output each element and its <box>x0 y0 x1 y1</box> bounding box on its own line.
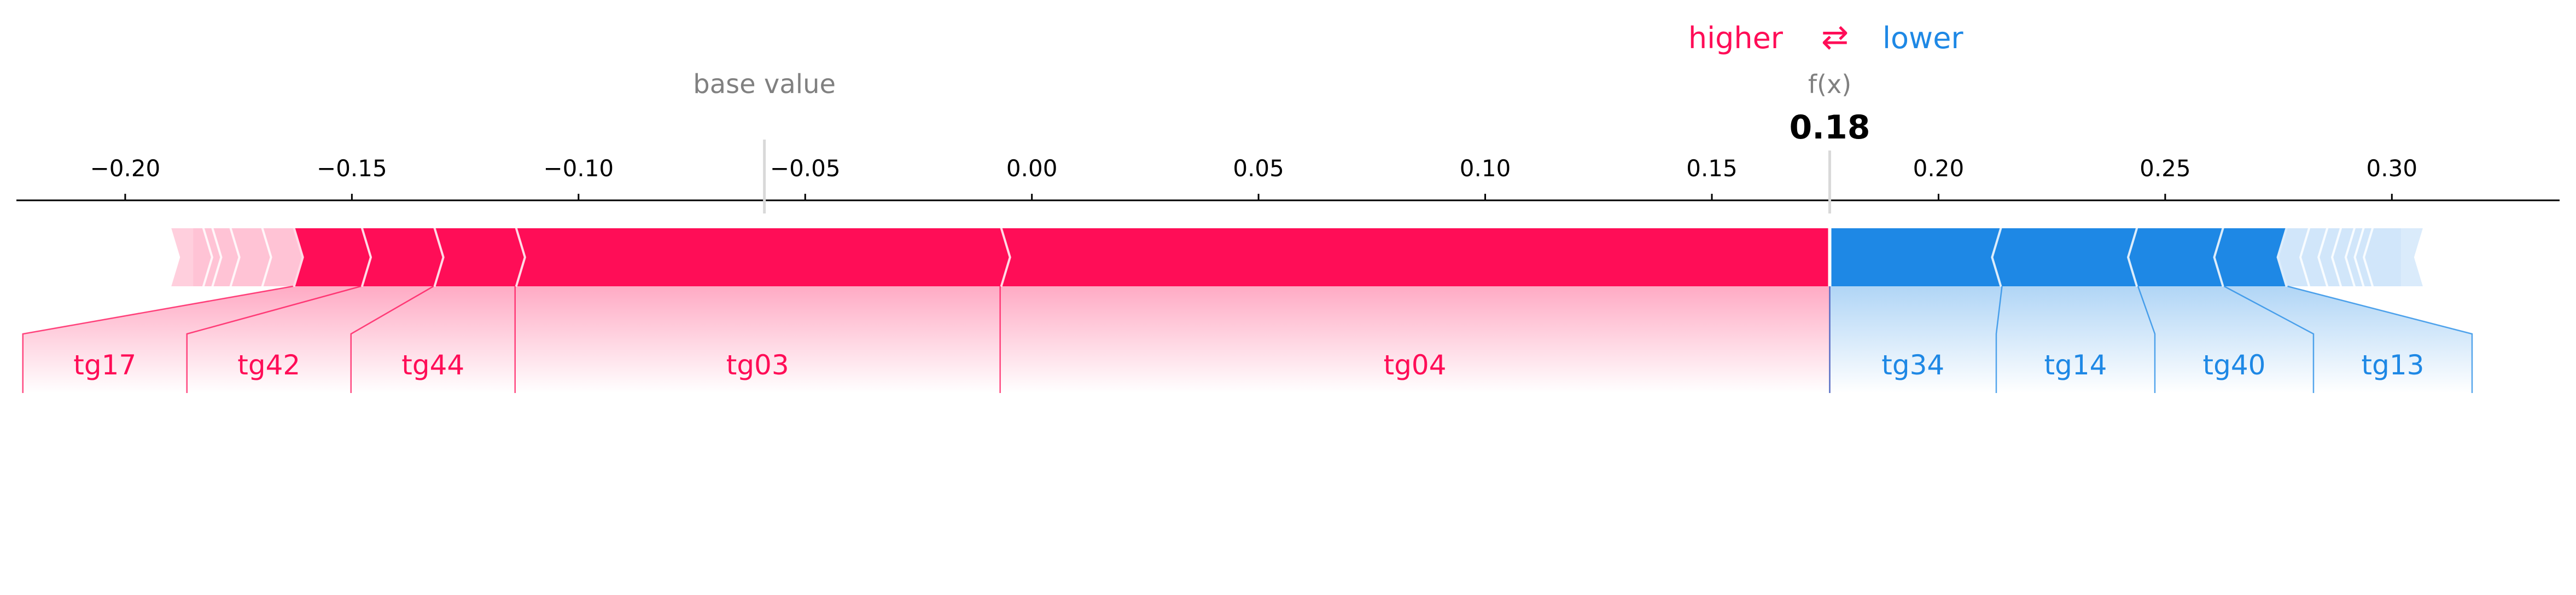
output-value: 0.18 <box>1789 108 1870 147</box>
label-gradient-area <box>187 286 434 393</box>
value-markers: base value f(x) 0.18 <box>693 69 1870 213</box>
feature-label-tg42: tg42 <box>237 349 300 381</box>
bar-segment-positive <box>515 228 1009 286</box>
bar-segment-negative <box>2278 228 2311 286</box>
bar-segment-positive <box>193 228 211 286</box>
bar-segment-positive <box>293 228 370 286</box>
bar-segment-negative <box>2129 228 2224 286</box>
x-tick-label: 0.20 <box>1913 155 1965 182</box>
x-tick-label: 0.00 <box>1006 155 1058 182</box>
x-tick-label: −0.20 <box>90 155 161 182</box>
legend-higher-label: higher <box>1688 21 1784 55</box>
label-gradient-area <box>1000 286 1830 393</box>
bar-segment-negative <box>1829 228 2002 286</box>
label-connector <box>22 285 293 393</box>
label-gradient-area <box>515 286 1000 393</box>
x-tick-label: −0.10 <box>543 155 614 182</box>
label-gradient-area <box>1996 286 2155 393</box>
x-tick-label: 0.30 <box>2367 155 2418 182</box>
force-bar <box>171 227 2423 287</box>
feature-label-tg03: tg03 <box>726 349 789 381</box>
x-tick-label: 0.15 <box>1686 155 1738 182</box>
x-tick-label: −0.05 <box>770 155 841 182</box>
label-connector <box>1995 286 2003 393</box>
x-tick-label: 0.25 <box>2140 155 2191 182</box>
bar-segment-positive <box>1000 228 1830 286</box>
label-gradient-area <box>22 286 361 393</box>
feature-label-tg14: tg14 <box>2044 349 2107 381</box>
feature-labels: tg04 tg03 tg44 tg42 tg17 tg34 tg14 tg40 tg13 <box>22 285 2473 393</box>
bar-end-cap-negative <box>2392 228 2423 286</box>
feature-label-tg40: tg40 <box>2203 349 2266 381</box>
x-tick-label: 0.05 <box>1233 155 1284 182</box>
base-value-label: base value <box>693 69 836 100</box>
x-axis: −0.20 −0.15 −0.10 −0.05 0.00 0.05 0.10 0.15 0.20… <box>16 155 2560 201</box>
output-label: f(x) <box>1808 70 1851 99</box>
bar-segment-negative <box>1993 228 2138 286</box>
label-gradient-area <box>2224 286 2472 393</box>
legend: higher ⇄ lower <box>1688 18 1964 56</box>
label-gradients <box>22 286 2472 393</box>
feature-label-tg17: tg17 <box>73 349 136 381</box>
feature-label-tg13: tg13 <box>2362 349 2425 381</box>
x-tick-label: −0.15 <box>317 155 387 182</box>
label-connector <box>186 285 362 393</box>
legend-arrow-icon: ⇄ <box>1821 18 1849 56</box>
feature-label-tg44: tg44 <box>401 349 464 381</box>
legend-lower-label: lower <box>1883 21 1963 55</box>
bar-segment-negative <box>2301 228 2329 286</box>
label-connector <box>2287 285 2473 393</box>
label-gradient-area <box>2138 286 2313 393</box>
bar-segment-positive <box>211 228 238 286</box>
label-gradient-area <box>351 286 515 393</box>
label-gradient-area <box>1829 286 2002 393</box>
feature-label-tg34: tg34 <box>1881 349 1944 381</box>
bar-segment-positive <box>360 228 442 286</box>
bar-segment-negative <box>2365 228 2401 286</box>
bar-segment-negative <box>2215 228 2288 286</box>
x-tick-label: 0.10 <box>1460 155 1511 182</box>
label-connector <box>350 285 434 393</box>
bar-segment-positive <box>229 228 270 286</box>
label-connector <box>2137 286 2156 393</box>
bar-segment-positive <box>433 228 524 286</box>
bar-segment-positive <box>261 228 302 286</box>
bar-end-cap-positive <box>171 228 202 286</box>
feature-label-tg04: tg04 <box>1384 349 1447 381</box>
label-connector <box>2224 285 2315 393</box>
